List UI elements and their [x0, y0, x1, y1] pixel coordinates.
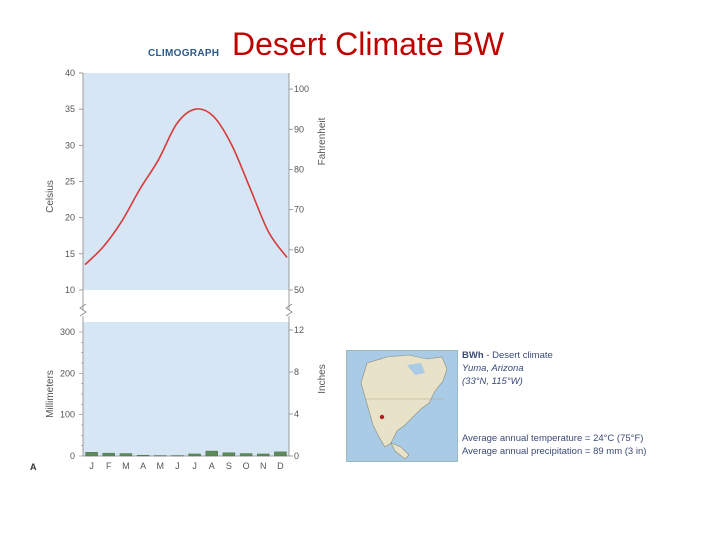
month-label: J — [192, 461, 197, 471]
climate-class: BWh - Desert climate — [462, 350, 553, 361]
axis-break-mark — [285, 303, 293, 317]
temp-left-tick-label: 40 — [65, 68, 75, 78]
month-label: F — [106, 461, 112, 471]
temp-left-tick-label: 35 — [65, 104, 75, 114]
climate-code: BWh — [462, 350, 484, 361]
temperature-line — [84, 108, 288, 266]
month-label: S — [226, 461, 232, 471]
temp-plot-area — [83, 73, 289, 290]
panel-letter: A — [30, 462, 37, 472]
temp-left-tick-label: 30 — [65, 140, 75, 150]
month-label: J — [175, 461, 180, 471]
celsius-axis-title: Celsius — [45, 180, 56, 213]
precipitation-bar — [188, 453, 201, 457]
month-label: M — [122, 461, 130, 471]
map-image — [360, 354, 448, 460]
precip-left-tick-label: 0 — [70, 451, 75, 461]
climograph-label: CLIMOGRAPH — [148, 48, 220, 59]
precip-right-tick-label: 0 — [294, 451, 299, 461]
station-name: Yuma, Arizona — [462, 363, 524, 374]
precip-left-tick-label: 200 — [60, 368, 75, 378]
avg-precipitation: Average annual precipitation = 89 mm (3 … — [462, 446, 647, 457]
temp-right-tick-label: 60 — [294, 245, 304, 255]
fahrenheit-axis-title: Fahrenheit — [317, 117, 328, 165]
temperature-panel: 10 15 20 25 30 35 40 50 60 70 80 90 100 Celsius Fahren… — [45, 68, 328, 317]
millimeters-axis-title: Millimeters — [45, 370, 56, 418]
station-marker — [379, 414, 385, 420]
month-label: D — [277, 461, 284, 471]
slide-title: Desert Climate BW — [232, 26, 505, 62]
precipitation-bar — [136, 454, 150, 457]
precip-left-tick-label: 300 — [60, 327, 75, 337]
temp-left-tick-label: 15 — [65, 249, 75, 259]
precipitation-bar — [257, 453, 270, 457]
precip-left-tick-label: 100 — [60, 410, 75, 420]
month-label: N — [260, 461, 267, 471]
north-america-map — [346, 350, 458, 462]
temp-left-tick-label: 25 — [65, 177, 75, 187]
precip-plot-area — [83, 322, 289, 456]
temp-right-tick-label: 50 — [294, 285, 304, 295]
precipitation-bar — [222, 452, 236, 457]
precipitation-bar — [274, 451, 287, 457]
avg-temperature: Average annual temperature = 24°C (75°F) — [462, 433, 644, 444]
month-label: A — [140, 461, 146, 471]
month-label: A — [209, 461, 215, 471]
precip-right-tick-label: 8 — [294, 367, 299, 377]
temp-left-tick-label: 10 — [65, 285, 75, 295]
precipitation-bar — [205, 450, 218, 457]
month-label: M — [157, 461, 165, 471]
temp-left-tick-label: 20 — [65, 213, 75, 223]
precip-right-tick-label: 12 — [294, 325, 304, 335]
temp-right-tick-label: 80 — [294, 164, 304, 174]
month-label: J — [89, 461, 94, 471]
precipitation-bar — [85, 452, 98, 457]
precipitation-bar — [119, 453, 133, 457]
temp-right-tick-label: 100 — [294, 84, 309, 94]
climate-name: - Desert climate — [483, 350, 553, 361]
station-coords: (33°N, 115°W) — [462, 376, 523, 387]
temp-right-tick-label: 70 — [294, 205, 304, 215]
month-label: O — [243, 461, 250, 471]
precipitation-bar — [239, 453, 253, 457]
precipitation-bar — [102, 452, 115, 457]
inches-axis-title: Inches — [317, 364, 328, 393]
precip-right-tick-label: 4 — [294, 409, 299, 419]
axis-break-mark — [79, 303, 87, 317]
temp-right-tick-label: 90 — [294, 124, 304, 134]
